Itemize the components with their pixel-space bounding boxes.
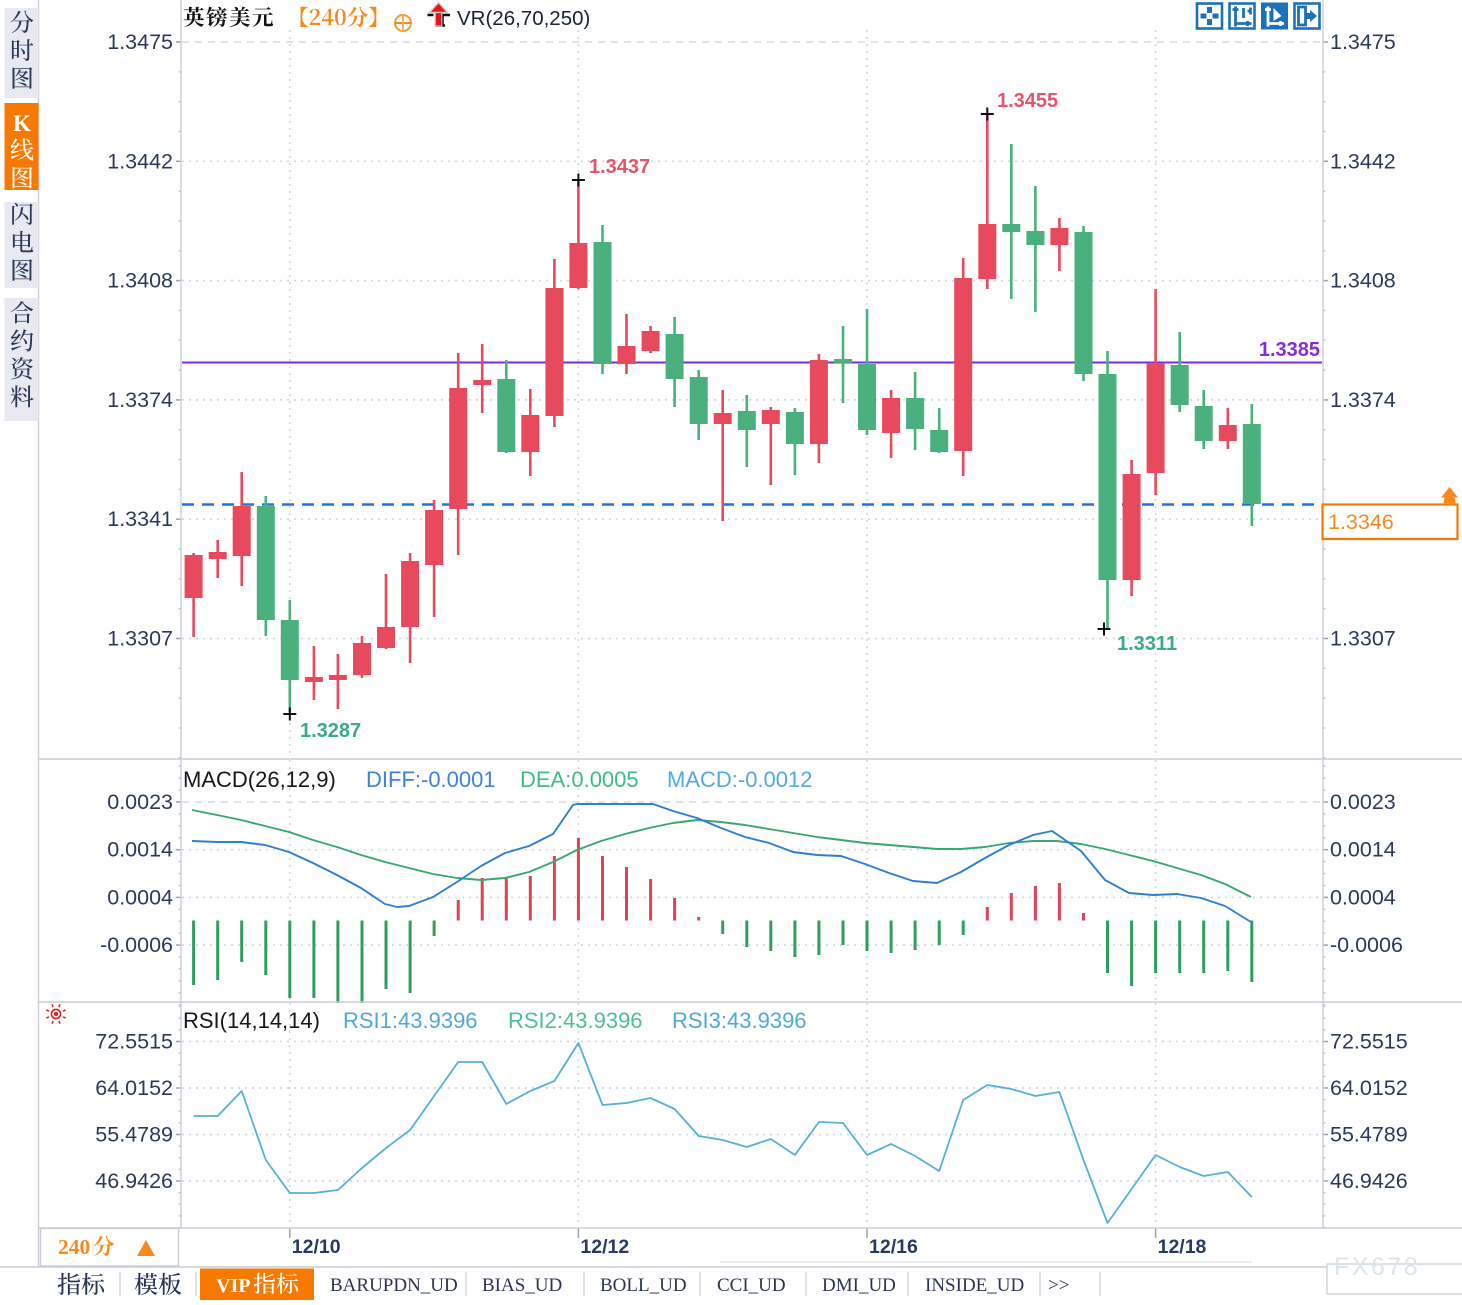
svg-text:1.3437: 1.3437 xyxy=(589,156,650,178)
svg-text:1.3374: 1.3374 xyxy=(107,388,173,412)
svg-text:-0.0006: -0.0006 xyxy=(1330,933,1403,957)
svg-text:1.3475: 1.3475 xyxy=(1330,30,1396,54)
svg-text:0.0004: 0.0004 xyxy=(1330,885,1396,909)
svg-text:BOLL_UD: BOLL_UD xyxy=(600,1275,687,1296)
svg-text:12/10: 12/10 xyxy=(292,1236,341,1258)
svg-text:BARUPDN_UD: BARUPDN_UD xyxy=(330,1275,458,1296)
svg-text:DEA:0.0005: DEA:0.0005 xyxy=(520,767,639,792)
svg-text:-0.0006: -0.0006 xyxy=(100,933,173,957)
svg-text:1.3442: 1.3442 xyxy=(1330,149,1396,173)
svg-text:64.0152: 64.0152 xyxy=(95,1076,173,1100)
svg-text:55.4789: 55.4789 xyxy=(95,1123,173,1147)
svg-text:46.9426: 46.9426 xyxy=(1330,1169,1408,1193)
svg-text:VR(26,70,250): VR(26,70,250) xyxy=(457,7,590,30)
svg-text:DIFF:-0.0001: DIFF:-0.0001 xyxy=(366,767,496,792)
svg-text:K: K xyxy=(13,111,31,136)
svg-text:1.3346: 1.3346 xyxy=(1328,510,1394,534)
svg-text:72.5515: 72.5515 xyxy=(1330,1030,1408,1054)
svg-text:RSI1:43.9396: RSI1:43.9396 xyxy=(343,1008,478,1033)
svg-text:72.5515: 72.5515 xyxy=(95,1030,173,1054)
svg-text:RSI2:43.9396: RSI2:43.9396 xyxy=(508,1008,643,1033)
svg-text:1.3341: 1.3341 xyxy=(107,507,173,531)
svg-text:12/12: 12/12 xyxy=(580,1236,629,1258)
svg-text:1.3475: 1.3475 xyxy=(107,30,173,54)
svg-text:1.3311: 1.3311 xyxy=(1117,633,1177,655)
svg-text:1.3442: 1.3442 xyxy=(107,149,173,173)
svg-text:INSIDE_UD: INSIDE_UD xyxy=(925,1275,1024,1296)
svg-text:64.0152: 64.0152 xyxy=(1330,1076,1408,1100)
svg-text:CCI_UD: CCI_UD xyxy=(717,1275,786,1296)
svg-text:FX678: FX678 xyxy=(1334,1253,1420,1281)
svg-text:55.4789: 55.4789 xyxy=(1330,1123,1408,1147)
svg-text:>>: >> xyxy=(1048,1275,1069,1296)
svg-text:0.0014: 0.0014 xyxy=(1330,838,1396,862)
svg-text:RSI(14,14,14): RSI(14,14,14) xyxy=(183,1008,320,1033)
svg-text:1.3374: 1.3374 xyxy=(1330,388,1396,412)
svg-text:1.3385: 1.3385 xyxy=(1259,339,1320,361)
svg-text:MACD(26,12,9): MACD(26,12,9) xyxy=(183,767,336,792)
svg-text:1.3307: 1.3307 xyxy=(1330,627,1396,651)
svg-text:1.3287: 1.3287 xyxy=(300,720,361,742)
svg-text:1.3408: 1.3408 xyxy=(1330,269,1396,293)
svg-text:1.3408: 1.3408 xyxy=(107,269,173,293)
svg-text:0.0023: 0.0023 xyxy=(107,790,173,814)
svg-text:12/18: 12/18 xyxy=(1158,1236,1207,1258)
svg-text:240: 240 xyxy=(58,1235,90,1259)
svg-text:0.0014: 0.0014 xyxy=(107,838,173,862)
svg-text:12/16: 12/16 xyxy=(869,1236,918,1258)
svg-text:1.3307: 1.3307 xyxy=(107,627,173,651)
svg-text:RSI3:43.9396: RSI3:43.9396 xyxy=(672,1008,807,1033)
svg-text:VIP: VIP xyxy=(216,1275,250,1297)
svg-text:BIAS_UD: BIAS_UD xyxy=(482,1275,562,1296)
svg-text:0.0023: 0.0023 xyxy=(1330,790,1396,814)
svg-text:DMI_UD: DMI_UD xyxy=(822,1275,896,1296)
svg-text:46.9426: 46.9426 xyxy=(95,1169,173,1193)
svg-text:MACD:-0.0012: MACD:-0.0012 xyxy=(667,767,813,792)
svg-text:1.3455: 1.3455 xyxy=(997,90,1058,112)
svg-text:0.0004: 0.0004 xyxy=(107,885,173,909)
